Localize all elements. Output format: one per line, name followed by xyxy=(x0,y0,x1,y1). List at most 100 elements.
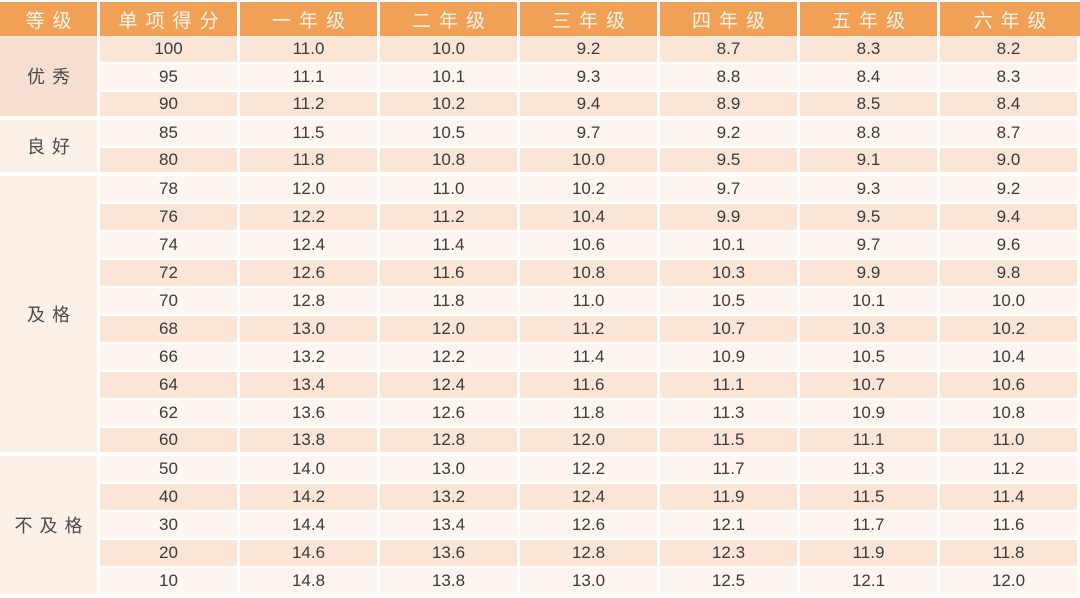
value-cell: 11.8 xyxy=(240,148,380,176)
value-cell: 9.2 xyxy=(940,176,1080,204)
value-cell: 9.4 xyxy=(940,204,1080,232)
value-cell: 10.5 xyxy=(800,344,940,372)
value-cell: 11.8 xyxy=(940,540,1080,568)
grade-group-label: 良好 xyxy=(0,120,100,176)
value-cell: 11.8 xyxy=(380,288,520,316)
value-cell: 11.2 xyxy=(940,456,1080,484)
score-cell: 80 xyxy=(100,148,240,176)
score-cell: 50 xyxy=(100,456,240,484)
value-cell: 12.6 xyxy=(520,512,660,540)
value-cell: 10.5 xyxy=(380,120,520,148)
column-header-grade-5: 五年级 xyxy=(800,2,940,36)
value-cell: 8.3 xyxy=(940,64,1080,92)
value-cell: 8.3 xyxy=(800,36,940,64)
value-cell: 10.5 xyxy=(660,288,800,316)
value-cell: 9.4 xyxy=(520,92,660,120)
value-cell: 10.6 xyxy=(520,232,660,260)
value-cell: 11.0 xyxy=(520,288,660,316)
value-cell: 11.7 xyxy=(660,456,800,484)
value-cell: 10.6 xyxy=(940,372,1080,400)
value-cell: 10.9 xyxy=(660,344,800,372)
value-cell: 12.0 xyxy=(940,568,1080,596)
value-cell: 11.0 xyxy=(380,176,520,204)
value-cell: 11.1 xyxy=(240,64,380,92)
value-cell: 9.2 xyxy=(520,36,660,64)
column-header-grade-1: 一年级 xyxy=(240,2,380,36)
value-cell: 8.4 xyxy=(940,92,1080,120)
value-cell: 10.2 xyxy=(940,316,1080,344)
value-cell: 11.2 xyxy=(380,204,520,232)
value-cell: 9.9 xyxy=(800,260,940,288)
value-cell: 8.2 xyxy=(940,36,1080,64)
value-cell: 10.0 xyxy=(520,148,660,176)
value-cell: 11.6 xyxy=(520,372,660,400)
value-cell: 11.1 xyxy=(660,372,800,400)
score-cell: 78 xyxy=(100,176,240,204)
value-cell: 8.4 xyxy=(800,64,940,92)
value-cell: 10.0 xyxy=(940,288,1080,316)
score-cell: 100 xyxy=(100,36,240,64)
score-cell: 40 xyxy=(100,484,240,512)
value-cell: 10.0 xyxy=(380,36,520,64)
column-header-grade-2: 二年级 xyxy=(380,2,520,36)
value-cell: 12.3 xyxy=(660,540,800,568)
value-cell: 12.2 xyxy=(520,456,660,484)
score-cell: 60 xyxy=(100,428,240,456)
grade-group-label: 及格 xyxy=(0,176,100,456)
value-cell: 14.4 xyxy=(240,512,380,540)
value-cell: 10.2 xyxy=(520,176,660,204)
score-cell: 68 xyxy=(100,316,240,344)
value-cell: 9.8 xyxy=(940,260,1080,288)
value-cell: 11.7 xyxy=(800,512,940,540)
value-cell: 11.0 xyxy=(940,428,1080,456)
value-cell: 14.6 xyxy=(240,540,380,568)
value-cell: 12.0 xyxy=(380,316,520,344)
value-cell: 12.0 xyxy=(520,428,660,456)
value-cell: 8.8 xyxy=(660,64,800,92)
value-cell: 12.0 xyxy=(240,176,380,204)
score-cell: 85 xyxy=(100,120,240,148)
value-cell: 13.0 xyxy=(380,456,520,484)
value-cell: 10.1 xyxy=(380,64,520,92)
value-cell: 10.7 xyxy=(800,372,940,400)
value-cell: 8.7 xyxy=(660,36,800,64)
value-cell: 10.7 xyxy=(660,316,800,344)
value-cell: 13.6 xyxy=(240,400,380,428)
value-cell: 9.7 xyxy=(660,176,800,204)
value-cell: 12.1 xyxy=(660,512,800,540)
value-cell: 8.8 xyxy=(800,120,940,148)
value-cell: 13.2 xyxy=(240,344,380,372)
value-cell: 11.6 xyxy=(380,260,520,288)
value-cell: 13.4 xyxy=(240,372,380,400)
value-cell: 11.0 xyxy=(240,36,380,64)
score-cell: 10 xyxy=(100,568,240,596)
value-cell: 13.0 xyxy=(520,568,660,596)
value-cell: 12.5 xyxy=(660,568,800,596)
column-header-item-score: 单项得分 xyxy=(100,2,240,36)
value-cell: 12.4 xyxy=(520,484,660,512)
value-cell: 11.3 xyxy=(800,456,940,484)
value-cell: 12.4 xyxy=(240,232,380,260)
value-cell: 10.3 xyxy=(800,316,940,344)
value-cell: 11.5 xyxy=(660,428,800,456)
value-cell: 11.9 xyxy=(800,540,940,568)
value-cell: 9.7 xyxy=(520,120,660,148)
value-cell: 11.8 xyxy=(520,400,660,428)
value-cell: 11.4 xyxy=(380,232,520,260)
value-cell: 14.2 xyxy=(240,484,380,512)
value-cell: 10.4 xyxy=(520,204,660,232)
value-cell: 10.4 xyxy=(940,344,1080,372)
value-cell: 9.7 xyxy=(800,232,940,260)
value-cell: 9.5 xyxy=(800,204,940,232)
score-cell: 66 xyxy=(100,344,240,372)
value-cell: 13.8 xyxy=(240,428,380,456)
value-cell: 10.8 xyxy=(380,148,520,176)
value-cell: 14.8 xyxy=(240,568,380,596)
value-cell: 13.0 xyxy=(240,316,380,344)
value-cell: 10.8 xyxy=(940,400,1080,428)
grade-group-label: 优秀 xyxy=(0,36,100,120)
score-cell: 30 xyxy=(100,512,240,540)
value-cell: 8.9 xyxy=(660,92,800,120)
value-cell: 11.1 xyxy=(800,428,940,456)
